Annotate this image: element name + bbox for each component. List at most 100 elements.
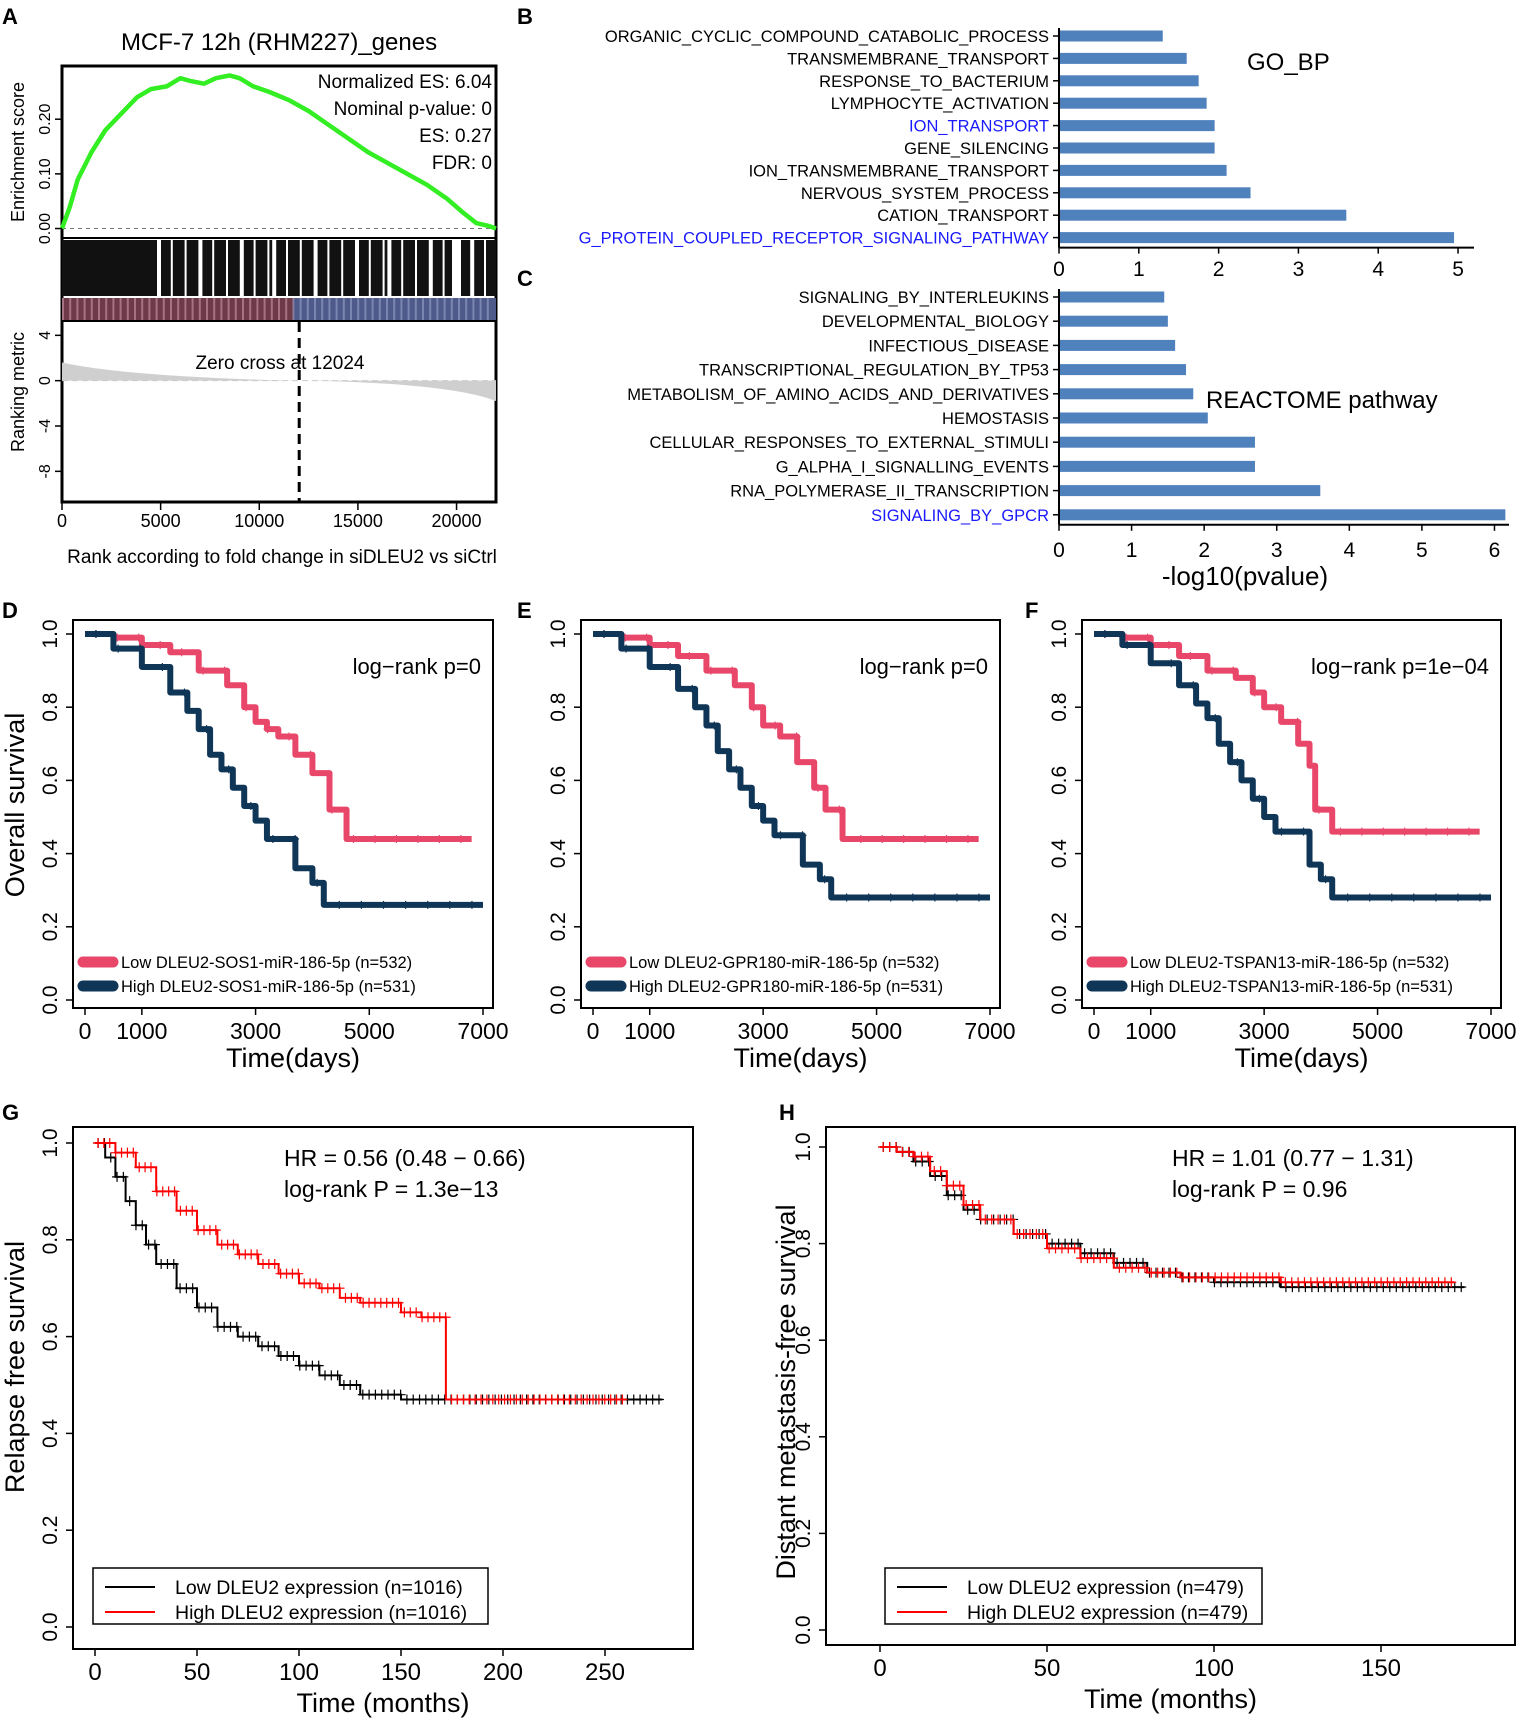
km-legend-label: High DLEU2 expression (n=1016) bbox=[175, 1602, 467, 1624]
km-censor-mark bbox=[956, 1190, 967, 1201]
km-censor-mark bbox=[268, 834, 277, 843]
panel-label-d: D bbox=[2, 598, 18, 623]
gsea-hit-gap bbox=[442, 240, 445, 296]
gsea-heat-stripe bbox=[393, 298, 396, 320]
km-censor-mark bbox=[351, 1380, 362, 1390]
km-x-tick-label: 50 bbox=[184, 1659, 211, 1686]
km-censor-mark bbox=[445, 900, 454, 909]
km-censor-mark bbox=[1387, 893, 1396, 902]
km-censor-mark bbox=[149, 1239, 160, 1250]
gsea-hit-gap bbox=[401, 240, 404, 296]
km-censor-mark bbox=[395, 1389, 406, 1400]
km-censor-mark bbox=[352, 1292, 363, 1303]
gsea-hit-gap bbox=[355, 240, 359, 296]
km-y-tick-label: 0.4 bbox=[1048, 839, 1071, 869]
gsea-heat-stripe bbox=[443, 298, 446, 320]
km-censor-mark bbox=[1069, 1243, 1080, 1254]
km-censor-mark bbox=[1431, 893, 1440, 902]
km-censor-mark bbox=[835, 805, 844, 814]
km-censor-mark bbox=[973, 1199, 984, 1210]
km-censor-mark bbox=[617, 1394, 628, 1405]
km-y-tick-label: 0.6 bbox=[1048, 766, 1071, 795]
km-censor-mark bbox=[663, 640, 672, 649]
km-censor-mark bbox=[754, 802, 763, 811]
km-logrank: log−rank p=0 bbox=[860, 654, 988, 679]
panel-h: HR = 1.01 (0.77 − 1.31) log-rank P = 0.96… bbox=[771, 1126, 1516, 1714]
km-censor-mark bbox=[206, 1302, 217, 1313]
km-y-tick-label: 0.2 bbox=[39, 1516, 62, 1545]
panel-label-g: G bbox=[2, 1100, 19, 1125]
gsea-hit-gap bbox=[198, 240, 203, 296]
km-censor-mark bbox=[728, 666, 737, 675]
panel-label-h: H bbox=[779, 1100, 795, 1125]
gsea-x-tick-label: 15000 bbox=[333, 511, 383, 531]
km-y-tick-label: 0.8 bbox=[547, 693, 570, 722]
km-censor-mark bbox=[202, 725, 211, 734]
gsea-heat-stripe bbox=[90, 298, 93, 320]
gsea-heat-stripe bbox=[371, 298, 374, 320]
gsea-heat-stripe bbox=[119, 298, 122, 320]
km-censor-mark bbox=[332, 1370, 343, 1381]
bar-category-label: TRANSMEMBRANE_TRANSPORT bbox=[787, 50, 1049, 68]
gsea-heat-stripe bbox=[479, 298, 482, 320]
panel-a: MCF-7 12h (RHM227)_genes Normalized ES: 6… bbox=[8, 29, 498, 568]
km-censor-mark bbox=[1273, 1272, 1284, 1283]
km-censor-mark bbox=[128, 1147, 139, 1158]
km-censor-mark bbox=[969, 1204, 980, 1215]
km-censor-mark bbox=[1475, 893, 1484, 902]
gsea-hit-gap bbox=[313, 240, 318, 296]
gsea-hit-gap bbox=[415, 240, 417, 296]
km-censor-mark bbox=[644, 644, 653, 653]
bar-x-tick-label: 6 bbox=[1489, 539, 1501, 562]
gsea-heat-stripe bbox=[386, 298, 388, 320]
gsea-heat-stripe bbox=[148, 298, 151, 320]
km-censor-mark bbox=[1456, 1282, 1467, 1293]
gsea-heat-stripe bbox=[177, 298, 180, 320]
km-censor-mark bbox=[771, 721, 780, 730]
km-censor-mark bbox=[685, 651, 694, 660]
km-y-tick-label: 0.4 bbox=[39, 1418, 62, 1448]
bar bbox=[1060, 75, 1199, 87]
gsea-hit-gap bbox=[267, 240, 270, 296]
km-x-tick-label: 0 bbox=[873, 1655, 886, 1682]
km-censor-mark bbox=[158, 662, 167, 671]
km-censor-mark bbox=[124, 1196, 135, 1207]
km-censor-mark bbox=[1255, 794, 1264, 803]
gsea-zero-cross-label: Zero cross at 12024 bbox=[196, 353, 365, 374]
gsea-es-curve bbox=[59, 73, 497, 231]
panel-label-f: F bbox=[1025, 598, 1038, 623]
km-censor-mark bbox=[936, 1170, 947, 1181]
km-censor-mark bbox=[899, 834, 908, 843]
km-censor-mark bbox=[118, 1171, 129, 1182]
km-censor-mark bbox=[1336, 827, 1345, 836]
km-censor-mark bbox=[413, 834, 422, 843]
bar bbox=[1060, 164, 1227, 176]
gsea-hit-gap bbox=[253, 240, 256, 296]
km-censor-mark bbox=[285, 732, 294, 741]
km-y-tick-label: 0.6 bbox=[39, 766, 62, 795]
gsea-heat-stripe bbox=[227, 298, 230, 320]
km-y-tick-label: 0.2 bbox=[39, 912, 62, 941]
km-censor-mark bbox=[1167, 659, 1176, 668]
km-x-tick-label: 250 bbox=[585, 1659, 625, 1686]
gsea-stat: Normalized ES: 6.04 bbox=[318, 72, 493, 93]
gsea-heat-stripe bbox=[357, 298, 360, 320]
gsea-heat-stripe bbox=[407, 298, 410, 320]
bar-x-tick-label: 5 bbox=[1416, 539, 1428, 562]
km-censor-mark bbox=[467, 900, 476, 909]
km-x-tick-label: 1000 bbox=[1125, 1018, 1176, 1044]
bar-category-label: INFECTIOUS_DISEASE bbox=[868, 337, 1049, 355]
gsea-stat: FDR: 0 bbox=[432, 153, 492, 174]
km-censor-mark bbox=[792, 732, 801, 741]
gsea-title: MCF-7 12h (RHM227)_genes bbox=[121, 29, 437, 56]
bar-category-label: LYMPHOCYTE_ACTIVATION bbox=[831, 95, 1049, 113]
km-censor-mark bbox=[435, 834, 444, 843]
bar-category-label: SIGNALING_BY_INTERLEUKINS bbox=[799, 289, 1049, 307]
panel-label-c: C bbox=[517, 266, 533, 291]
km-censor-mark bbox=[1138, 1257, 1149, 1268]
km-censor-mark bbox=[313, 878, 322, 887]
gsea-heat-stripe bbox=[213, 298, 216, 320]
bar-category-label: G_PROTEIN_COUPLED_RECEPTOR_SIGNALING_PAT… bbox=[579, 230, 1049, 248]
km-censor-mark bbox=[224, 765, 233, 774]
gsea-ylabel-top: Enrichment score bbox=[8, 82, 28, 222]
